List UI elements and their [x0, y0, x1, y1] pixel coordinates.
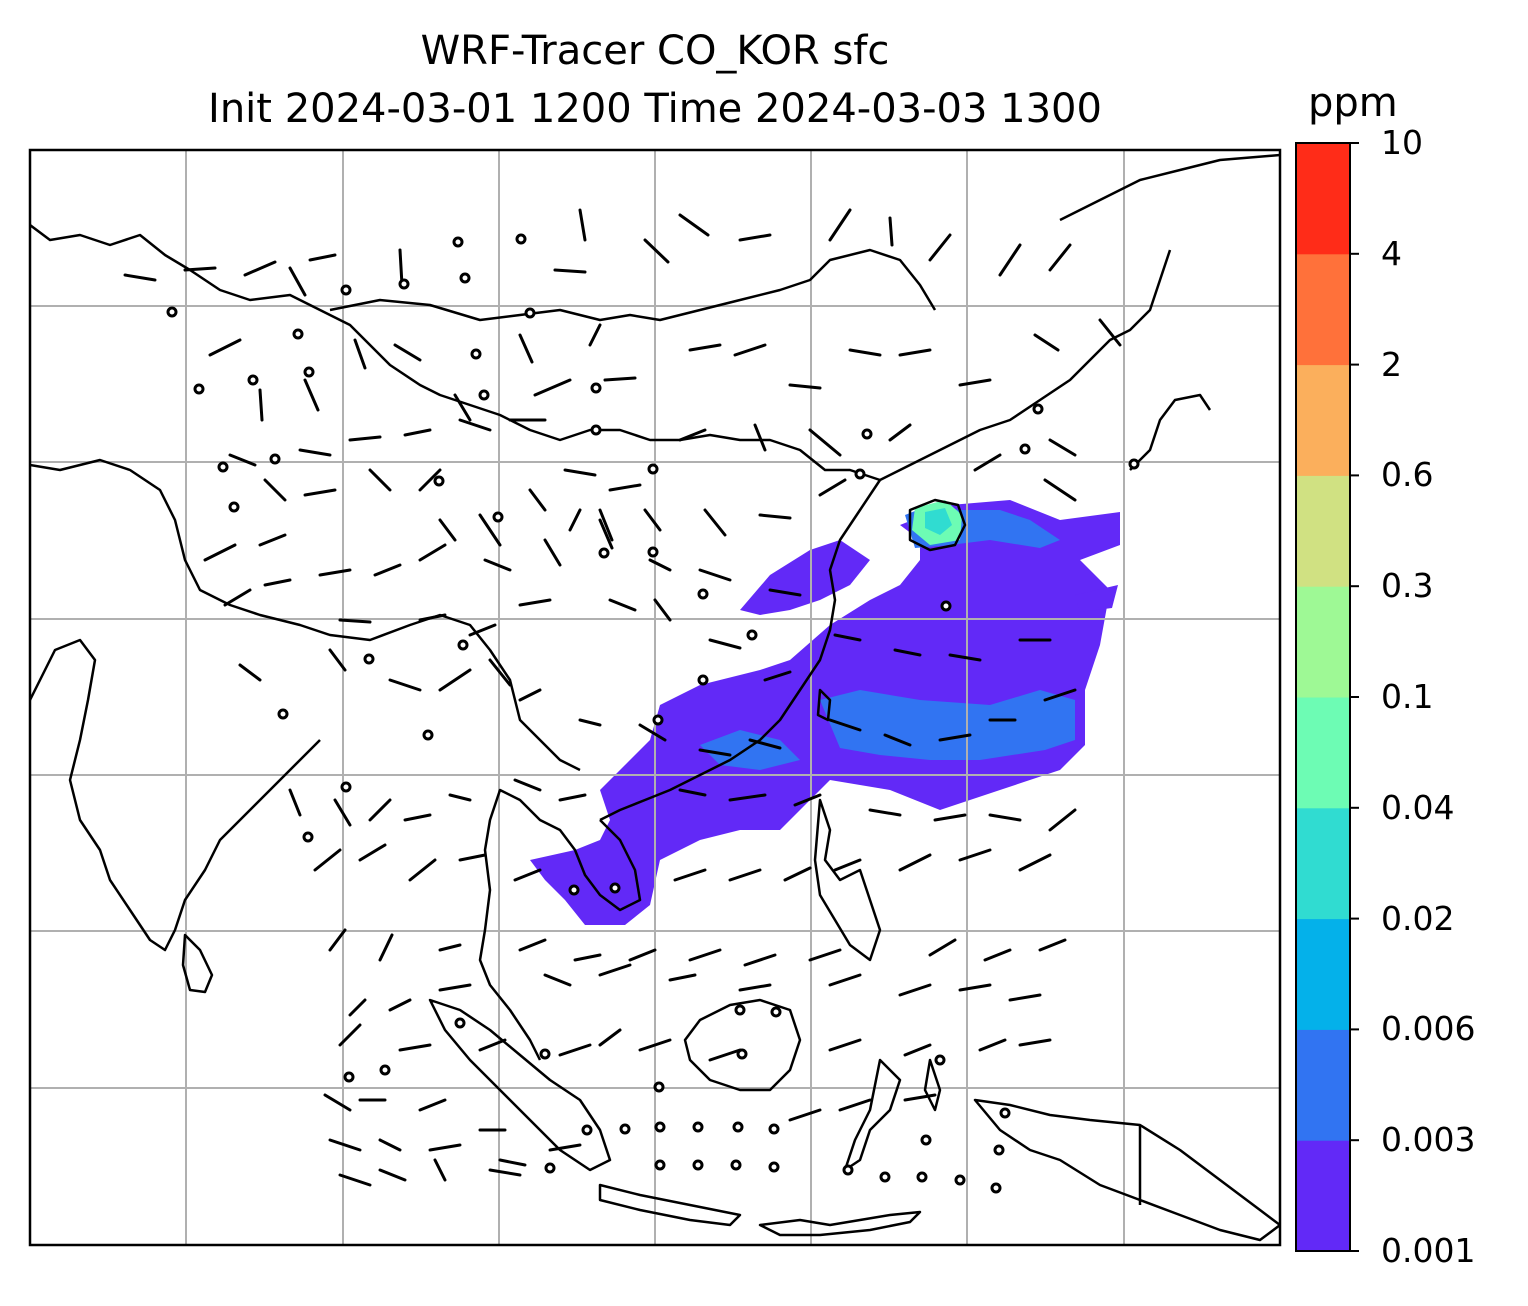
colorbar-segment: [1296, 1140, 1350, 1252]
colorbar-segment: [1296, 586, 1350, 698]
colorbar-segment: [1296, 364, 1350, 476]
colorbar-tick-label: 0.04: [1381, 787, 1455, 827]
colorbar: [1295, 142, 1359, 1252]
colorbar-tick-label: 0.003: [1381, 1120, 1476, 1160]
colorbar-segment: [1296, 1029, 1350, 1141]
colorbar-tick-label: 0.02: [1381, 898, 1455, 938]
colorbar-tick-label: 0.6: [1381, 455, 1434, 495]
tracer-plume-low: [530, 500, 1120, 925]
map-area: [30, 150, 1280, 1245]
colorbar-segment: [1296, 253, 1350, 366]
tracer-plume-core: [912, 500, 962, 545]
colorbar-tick-label: 4: [1381, 233, 1402, 273]
map-subtitle: Init 2024-03-01 1200 Time 2024-03-03 130…: [208, 86, 1102, 132]
colorbar-segment: [1296, 918, 1350, 1030]
coastlines: [30, 153, 1280, 1242]
map-title: WRF-Tracer CO_KOR sfc: [420, 28, 890, 74]
colorbar-segment: [1296, 807, 1350, 920]
colorbar-segment: [1296, 475, 1350, 587]
colorbar-tick-label: 0.001: [1381, 1231, 1476, 1270]
wind-barbs: [123, 208, 1122, 1187]
colorbar-tick-label: 10: [1381, 123, 1423, 162]
colorbar-segment: [1296, 697, 1350, 809]
map-frame: [28, 148, 1282, 1247]
colorbar-tick-label: 0.006: [1381, 1009, 1476, 1049]
colorbar-unit-label: ppm: [1308, 80, 1398, 126]
colorbar-tick-label: 0.1: [1381, 677, 1434, 716]
colorbar-segment: [1296, 143, 1350, 255]
colorbar-tick-label: 2: [1381, 344, 1402, 384]
gridlines: [30, 150, 1280, 1245]
colorbar-tick-label: 0.3: [1381, 566, 1434, 606]
calm-circles: [166, 233, 1140, 1194]
